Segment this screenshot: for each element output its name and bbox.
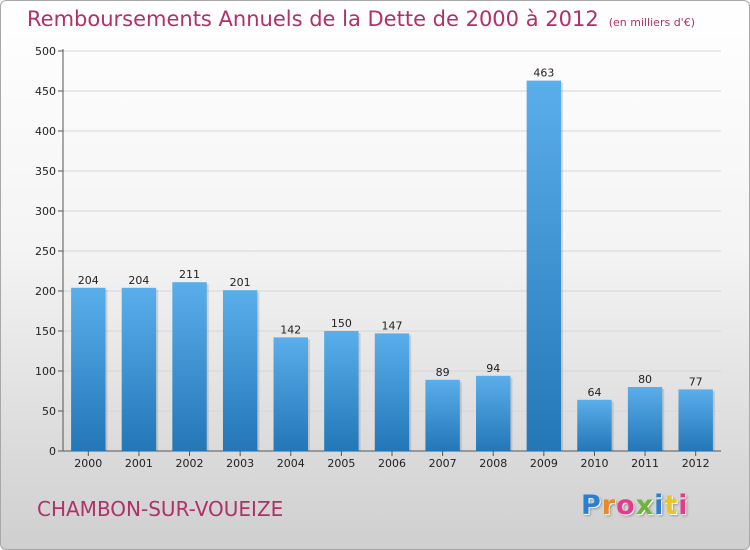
bar-value-label: 150 <box>331 317 352 330</box>
bar-2010[interactable] <box>577 399 612 451</box>
x-tick-label: 2006 <box>378 457 406 470</box>
bar-value-label: 94 <box>486 362 500 375</box>
y-tick-label: 100 <box>35 365 56 378</box>
bar-value-label: 64 <box>587 386 601 399</box>
y-tick-label: 400 <box>35 125 56 138</box>
y-tick-label: 50 <box>42 405 56 418</box>
chart-title-text: Remboursements Annuels de la Dette de 20… <box>27 7 599 31</box>
x-tick-label: 2007 <box>429 457 457 470</box>
bar-2008[interactable] <box>476 375 511 451</box>
y-tick-label: 500 <box>35 45 56 58</box>
logo-letter: o <box>616 490 636 521</box>
bar-2005[interactable] <box>324 331 359 451</box>
logo-letter: P <box>581 490 602 521</box>
x-tick-label: 2010 <box>580 457 608 470</box>
chart-subtitle: (en milliers d'€) <box>608 16 695 29</box>
logo-letter: i <box>678 490 689 521</box>
y-tick-label: 150 <box>35 325 56 338</box>
x-tick-label: 2005 <box>327 457 355 470</box>
proxiti-logo[interactable]: Proxiti <box>581 490 689 521</box>
bar-2012[interactable] <box>678 389 713 451</box>
bar-2007[interactable] <box>425 379 460 451</box>
bar-value-label: 142 <box>280 323 301 336</box>
bar-value-label: 147 <box>382 319 403 332</box>
x-tick-label: 2009 <box>530 457 558 470</box>
x-tick-label: 2000 <box>74 457 102 470</box>
x-tick-label: 2003 <box>226 457 254 470</box>
x-tick-label: 2008 <box>479 457 507 470</box>
bar-value-label: 80 <box>638 373 652 386</box>
bar-value-label: 204 <box>78 274 99 287</box>
y-tick-label: 200 <box>35 285 56 298</box>
y-tick-label: 350 <box>35 165 56 178</box>
labels: 0 50 100 150 200 250 300 350 400 450 500 2000 204 200… <box>35 45 710 470</box>
bar-2001[interactable] <box>121 287 157 451</box>
x-tick-label: 2004 <box>277 457 305 470</box>
bar-2004[interactable] <box>273 337 308 451</box>
bar-2002[interactable] <box>172 282 207 451</box>
bar-value-label: 89 <box>436 366 450 379</box>
y-tick-label: 300 <box>35 205 56 218</box>
bar-value-label: 211 <box>179 268 200 281</box>
logo-letter: r <box>601 490 617 521</box>
bar-2011[interactable] <box>627 387 663 451</box>
logo-letter: i <box>654 490 665 521</box>
bar-2006[interactable] <box>374 333 410 451</box>
x-tick-label: 2001 <box>125 457 153 470</box>
bars <box>71 80 715 451</box>
x-tick-label: 2011 <box>631 457 659 470</box>
bar-value-label: 201 <box>230 276 251 289</box>
bar-2009[interactable] <box>526 80 562 451</box>
logo-letter: t <box>664 490 679 521</box>
y-tick-label: 450 <box>35 85 56 98</box>
bar-2003[interactable] <box>222 290 258 451</box>
logo-letter: x <box>635 490 655 521</box>
city-name: CHAMBON-SUR-VOUEIZE <box>37 497 284 521</box>
bar-value-label: 77 <box>689 375 703 388</box>
bar-value-label: 204 <box>128 274 149 287</box>
y-tick-label: 0 <box>49 445 56 458</box>
y-tick-label: 250 <box>35 245 56 258</box>
x-tick-label: 2012 <box>682 457 710 470</box>
bar-value-label: 463 <box>533 67 554 80</box>
x-tick-label: 2002 <box>176 457 204 470</box>
bar-2000[interactable] <box>71 287 106 451</box>
chart-title: Remboursements Annuels de la Dette de 20… <box>27 7 695 31</box>
